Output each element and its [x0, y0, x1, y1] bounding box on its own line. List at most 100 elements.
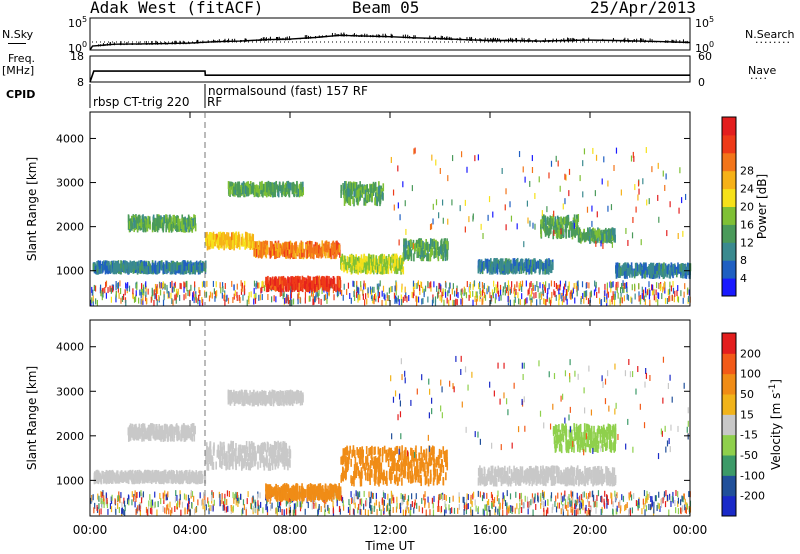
velocity-noise-cell	[662, 497, 664, 504]
power-noise-cell	[611, 295, 613, 302]
power-noise-cell	[537, 286, 539, 293]
power-band-cell	[349, 264, 352, 273]
power-band-cell	[553, 225, 555, 234]
power-scatter-cell	[682, 230, 684, 237]
power-band-cell	[510, 263, 513, 272]
power-noise-cell	[565, 289, 568, 296]
nave-dots: ····	[750, 72, 768, 85]
power-band-cell	[336, 240, 338, 249]
velocity-noise-cell	[472, 491, 475, 498]
power-noise-cell	[261, 281, 263, 288]
power-noise-cell	[135, 290, 137, 297]
power-noise-cell	[624, 282, 626, 289]
velocity-noise-cell	[146, 508, 148, 515]
power-noise-cell	[566, 289, 568, 296]
velocity-noise-cell	[386, 505, 388, 512]
power-band-cell	[174, 217, 176, 226]
power-noise-cell	[550, 297, 552, 304]
power-noise-cell	[256, 280, 258, 287]
power-noise-cell	[221, 282, 224, 289]
power-noise-cell	[622, 287, 624, 294]
power-band-cell	[658, 262, 661, 271]
power-band-cell	[577, 225, 579, 234]
power-band-cell	[378, 265, 381, 274]
power-noise-cell	[660, 283, 662, 290]
power-noise-cell	[258, 282, 260, 289]
power-band-cell	[654, 270, 657, 279]
power-band-cell	[168, 214, 171, 223]
power-noise-cell	[159, 282, 161, 289]
power-band-cell	[570, 228, 573, 237]
power-colorbar-swatch	[722, 278, 736, 297]
power-band-cell	[520, 265, 523, 274]
power-band-cell	[261, 188, 263, 197]
power-band-cell	[378, 190, 381, 199]
velocity-noise-cell	[631, 507, 634, 514]
power-noise-cell	[676, 295, 679, 302]
power-band-cell	[672, 263, 674, 272]
power-noise-cell	[497, 287, 499, 294]
velocity-noise-cell	[375, 499, 377, 506]
power-band-cell	[150, 266, 153, 275]
power-band-cell	[437, 242, 439, 251]
velocity-noise-cell	[222, 504, 224, 511]
power-noise-cell	[422, 286, 424, 293]
power-noise-cell	[594, 280, 596, 287]
power-noise-cell	[377, 296, 380, 303]
velocity-noise-cell	[227, 505, 229, 512]
power-band-cell	[313, 279, 315, 288]
power-noise-cell	[519, 298, 521, 305]
power-band-cell	[249, 241, 252, 250]
velocity-noise-cell	[400, 493, 402, 500]
power-band-cell	[557, 229, 560, 238]
power-band-cell	[399, 263, 402, 272]
power-noise-cell	[545, 281, 547, 288]
nave-tick-label: 60	[698, 50, 712, 63]
power-band-cell	[300, 240, 303, 249]
power-band-cell	[147, 219, 150, 228]
velocity-noise-cell	[285, 508, 288, 515]
power-scatter-cell	[662, 170, 664, 177]
power-band-cell	[517, 263, 520, 272]
power-scatter-cell	[610, 204, 613, 211]
nave-tick-label: 0	[698, 76, 705, 89]
power-noise-cell	[90, 299, 92, 306]
power-noise-cell	[677, 285, 679, 292]
power-band-cell	[656, 270, 658, 279]
power-band-cell	[226, 239, 228, 248]
power-band-cell	[328, 276, 330, 285]
power-band-cell	[513, 258, 516, 267]
power-noise-cell	[585, 282, 587, 289]
velocity-noise-cell	[550, 495, 552, 502]
power-noise-cell	[680, 290, 682, 297]
power-band-cell	[609, 231, 611, 240]
power-noise-cell	[419, 288, 421, 295]
power-noise-cell	[233, 284, 235, 291]
power-noise-cell	[464, 288, 466, 295]
power-band-cell	[567, 229, 570, 238]
power-band-cell	[334, 243, 337, 252]
nsearch-dots: ········	[755, 36, 791, 49]
power-band-cell	[578, 227, 581, 236]
power-scatter-cell	[532, 222, 534, 229]
velocity-noise-cell	[262, 507, 264, 514]
velocity-noise-cell	[151, 508, 153, 515]
power-noise-cell	[318, 297, 320, 304]
power-noise-cell	[497, 290, 500, 297]
power-noise-cell	[299, 296, 301, 303]
power-band-cell	[303, 249, 305, 258]
power-noise-cell	[257, 282, 259, 289]
velocity-noise-cell	[350, 498, 353, 505]
power-band-cell	[549, 217, 551, 226]
power-colorbar-tick: 12	[740, 236, 754, 249]
power-noise-cell	[332, 287, 335, 294]
power-band-cell	[376, 196, 378, 205]
power-band-cell	[356, 265, 358, 274]
power-noise-cell	[551, 291, 553, 298]
velocity-noise-cell	[533, 497, 535, 504]
velocity-noise-cell	[540, 492, 542, 499]
velocity-noise-cell	[187, 494, 190, 501]
power-band-cell	[257, 185, 259, 194]
velocity-noise-cell	[392, 506, 394, 513]
power-noise-cell	[412, 292, 414, 299]
